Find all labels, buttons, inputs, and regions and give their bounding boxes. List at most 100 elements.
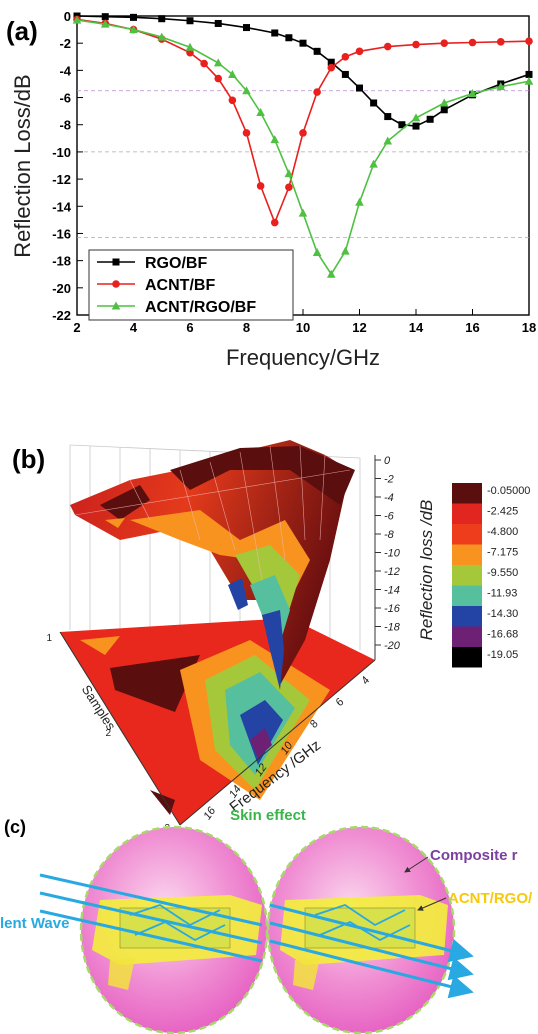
y-axis-label: Reflection Loss/dB (10, 74, 35, 257)
data-point (243, 24, 250, 32)
wave-arrow-4 (269, 903, 474, 963)
x-tick-label: 10 (296, 320, 310, 335)
colorbar-swatch (452, 647, 482, 668)
floor-purple-core (250, 728, 272, 758)
panel-a-label: (a) (6, 16, 38, 46)
surface-dark-crest (170, 446, 355, 505)
colorbar-swatch (452, 524, 482, 545)
legend-marker (111, 301, 121, 310)
data-point (525, 37, 533, 45)
series-group (72, 12, 534, 278)
data-point (299, 39, 307, 47)
data-point (72, 15, 82, 24)
data-point (412, 40, 420, 49)
particle-left (79, 825, 269, 1034)
data-point (101, 13, 109, 21)
z-tick-label: -8 (384, 529, 395, 541)
surface-blue-funnel (262, 610, 284, 690)
colorbar-swatch (452, 565, 482, 586)
incident-wave-arrows (39, 873, 474, 999)
surface-orange-ridge (130, 510, 310, 600)
colorbar: -0.05000 -2.425 -4.800 -7.175 -9.550 -11.93 -1… (452, 483, 530, 668)
data-point (285, 34, 293, 42)
legend: RGO/BF ACNT/BF ACNT/RGO/BF (88, 249, 294, 321)
data-point (214, 19, 222, 27)
data-point (298, 208, 308, 217)
y-tick-label: -10 (52, 145, 71, 160)
floor-dark-region (110, 655, 200, 712)
y-axis-ticks: 0 -2 -4 -6 -8 -10 -12 -14 -16 -18 -20 -22 (52, 9, 83, 323)
contour-floor (60, 618, 375, 825)
floor-orange-spot (80, 636, 120, 655)
data-point (200, 59, 208, 68)
data-point (524, 76, 534, 85)
frequency-tick-label: 4 (359, 675, 372, 687)
data-point (341, 246, 350, 255)
frequency-tick-label: 16 (201, 804, 218, 822)
data-point (327, 63, 336, 72)
y-tick-label: -8 (59, 118, 71, 133)
colorbar-swatch (452, 483, 482, 504)
data-point (228, 96, 237, 105)
colorbar-label: -2.425 (487, 506, 518, 518)
data-point (242, 86, 251, 95)
z-tick-label: -2 (384, 474, 394, 486)
wave-arrow-3 (39, 909, 263, 963)
data-point (213, 58, 223, 67)
z-tick-label: -20 (384, 640, 401, 652)
colorbar-swatch (452, 626, 482, 647)
data-point (341, 52, 350, 61)
colorbar-label: -16.68 (487, 629, 518, 641)
panel-b-label: (b) (12, 444, 45, 474)
data-point (383, 42, 392, 51)
legend-marker (112, 258, 120, 266)
frequency-tick-label: 12 (253, 762, 270, 779)
acnt-rgo-label: ACNT/RGO/ (448, 890, 533, 907)
colorbar-label: -7.175 (487, 547, 518, 559)
composite-label: Composite r (430, 847, 518, 864)
colorbar-label: -19.05 (487, 649, 518, 661)
data-point (284, 169, 294, 178)
data-point (256, 182, 265, 190)
y-tick-label: -14 (52, 199, 72, 214)
data-point (185, 42, 195, 51)
z-tick-label: -10 (384, 548, 401, 560)
legend-label: ACNT/RGO/BF (145, 299, 256, 316)
floor-dark-tip (150, 790, 175, 815)
z-axis-ticks: 0 -2 -4 -6 -8 -10 -12 -14 -16 -18 -20 (375, 455, 401, 652)
fragment-right (293, 958, 320, 990)
z-tick-label: -18 (384, 622, 401, 634)
data-point (186, 17, 194, 25)
data-point (270, 135, 280, 144)
frequency-tick-label: 8 (308, 718, 322, 731)
colorbar-label: -11.93 (487, 588, 517, 600)
z-tick-label: -6 (384, 511, 395, 523)
series-line (76, 18, 530, 225)
data-point (341, 70, 349, 78)
incident-wave-label: lent Wave (0, 915, 69, 932)
data-point (299, 129, 307, 137)
data-point (130, 13, 137, 21)
z-tick-label: -4 (384, 492, 394, 504)
data-point (285, 183, 293, 192)
x-axis-label: Frequency/GHz (226, 345, 380, 370)
data-point (228, 69, 237, 78)
data-point (158, 15, 166, 23)
colorbar-swatch (452, 544, 482, 565)
y-tick-label: -20 (52, 281, 71, 296)
data-point (327, 58, 335, 66)
data-point (525, 70, 533, 78)
x-tick-label: 16 (465, 320, 479, 335)
data-point (356, 84, 363, 92)
colorbar-label: -4.800 (487, 526, 518, 538)
y-tick-label: -12 (52, 172, 71, 187)
colorbar-swatch (452, 585, 482, 606)
internal-reflection-arrows (129, 904, 411, 942)
data-point (326, 269, 336, 278)
panel-c-label: (c) (4, 817, 26, 837)
z-tick-label: 0 (384, 455, 391, 467)
x-tick-label: 14 (409, 320, 424, 335)
data-point (439, 98, 449, 107)
series-acnt-rgo-bf (72, 15, 534, 278)
data-point (313, 47, 321, 55)
